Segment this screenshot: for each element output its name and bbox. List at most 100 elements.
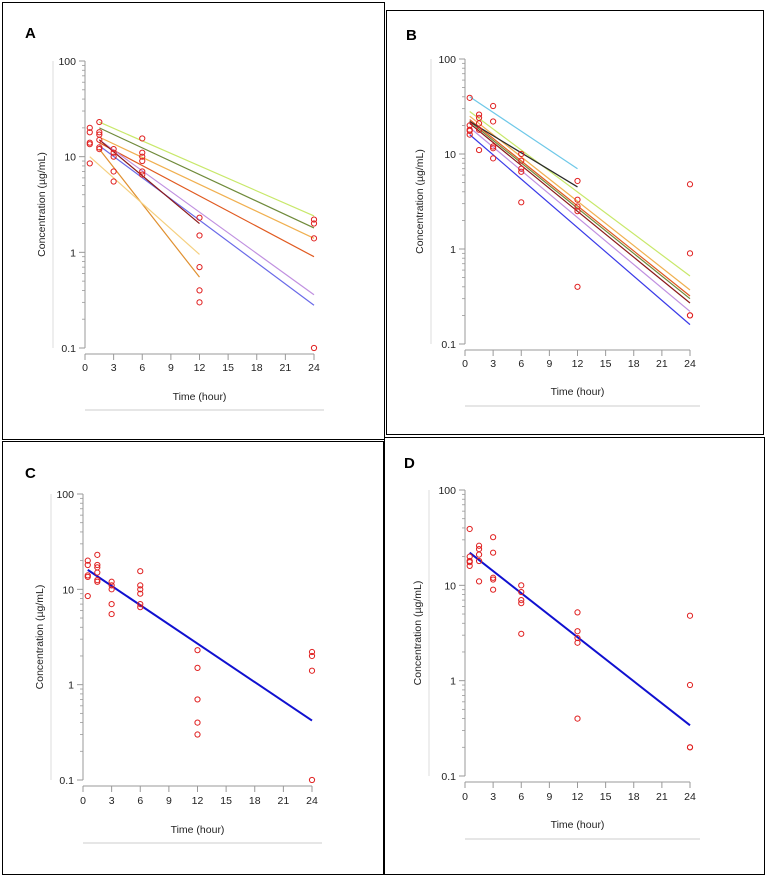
data-point bbox=[475, 542, 483, 549]
data-point bbox=[475, 557, 483, 565]
data-point bbox=[518, 582, 525, 589]
y-axis-title: Concentration (µg/mL) bbox=[414, 149, 426, 254]
x-tick-label: 9 bbox=[546, 791, 552, 803]
fit-8-line bbox=[98, 148, 200, 278]
data-point bbox=[518, 165, 525, 172]
data-point bbox=[490, 586, 497, 593]
data-point bbox=[475, 120, 483, 127]
data-point bbox=[518, 597, 525, 604]
data-point bbox=[196, 299, 203, 306]
fit-2-line bbox=[469, 111, 691, 277]
data-point bbox=[518, 168, 525, 175]
fit-9-line bbox=[89, 156, 200, 255]
data-point bbox=[475, 578, 483, 585]
data-point bbox=[466, 562, 473, 569]
x-tick-label: 12 bbox=[192, 795, 204, 807]
data-point bbox=[108, 610, 115, 618]
x-tick-label: 21 bbox=[656, 358, 668, 370]
x-tick-label: 12 bbox=[194, 362, 206, 374]
x-tick-label: 21 bbox=[278, 795, 290, 807]
data-point bbox=[94, 561, 101, 569]
population-fit-line bbox=[87, 569, 313, 722]
data-point bbox=[490, 534, 497, 541]
data-point bbox=[137, 590, 144, 597]
data-point bbox=[490, 549, 497, 556]
data-point bbox=[518, 630, 525, 637]
data-point bbox=[110, 145, 117, 153]
data-point bbox=[518, 199, 525, 206]
data-point bbox=[139, 149, 146, 156]
data-point bbox=[574, 203, 581, 210]
x-tick-label: 18 bbox=[628, 791, 640, 803]
data-point bbox=[108, 582, 115, 589]
data-point bbox=[574, 283, 581, 290]
data-point bbox=[310, 344, 318, 352]
fit-1-line bbox=[469, 96, 578, 170]
y-tick-label: 1 bbox=[70, 247, 76, 259]
data-point bbox=[96, 136, 103, 143]
data-point bbox=[137, 604, 144, 611]
data-point bbox=[490, 574, 497, 581]
data-point bbox=[574, 196, 581, 203]
y-axis-title: Concentration (µg/mL) bbox=[34, 585, 46, 690]
x-tick-label: 9 bbox=[546, 358, 552, 370]
x-tick-label: 9 bbox=[168, 362, 174, 374]
data-point bbox=[196, 287, 203, 294]
x-tick-label: 0 bbox=[462, 791, 468, 803]
data-point bbox=[686, 181, 694, 188]
panel-label: A bbox=[25, 25, 36, 42]
data-point bbox=[686, 612, 694, 619]
x-axis-title: Time (hour) bbox=[551, 386, 605, 398]
data-point bbox=[96, 144, 103, 151]
data-point bbox=[108, 601, 115, 608]
data-point bbox=[308, 667, 316, 674]
panel-d: D 0.1 1 10 100 0 3 6 9 12 15 18 21 24 Time (hour) Conc… bbox=[384, 437, 765, 875]
fit-5-line bbox=[98, 139, 315, 296]
panel-label: C bbox=[25, 465, 36, 482]
data-point bbox=[308, 652, 316, 660]
data-point bbox=[308, 776, 316, 784]
y-axis-title: Concentration (µg/mL) bbox=[36, 152, 48, 257]
data-point bbox=[574, 634, 581, 642]
chart-svg: 0.1 1 10 100 0 3 6 9 12 15 18 21 24 Time (hour) Concen… bbox=[36, 56, 324, 411]
fit-4-line bbox=[99, 142, 315, 258]
x-tick-label: 21 bbox=[656, 791, 668, 803]
x-tick-label: 6 bbox=[518, 358, 524, 370]
data-point bbox=[574, 628, 581, 635]
data-point bbox=[518, 150, 525, 158]
x-tick-label: 24 bbox=[306, 795, 318, 807]
y-tick-label: 1 bbox=[68, 680, 74, 692]
data-point bbox=[686, 250, 694, 257]
data-point bbox=[518, 588, 525, 596]
chart-svg: 0.1 1 10 100 0 3 6 9 12 15 18 21 24 Time (hour) Concen… bbox=[412, 485, 700, 840]
data-point bbox=[139, 157, 146, 165]
x-tick-label: 24 bbox=[684, 791, 696, 803]
x-tick-label: 18 bbox=[628, 358, 640, 370]
x-tick-label: 6 bbox=[518, 791, 524, 803]
x-tick-label: 15 bbox=[222, 362, 234, 374]
data-point bbox=[94, 569, 101, 576]
x-tick-label: 15 bbox=[600, 791, 612, 803]
data-point bbox=[490, 143, 497, 150]
data-point bbox=[310, 220, 318, 227]
x-tick-label: 24 bbox=[308, 362, 320, 374]
data-point bbox=[108, 586, 115, 593]
data-point bbox=[310, 235, 318, 242]
data-point bbox=[466, 127, 473, 135]
data-point bbox=[475, 551, 483, 558]
data-point bbox=[475, 146, 483, 154]
data-point bbox=[518, 157, 525, 164]
x-tick-label: 3 bbox=[490, 791, 496, 803]
data-point bbox=[466, 525, 473, 533]
y-axis-title: Concentration (µg/mL) bbox=[412, 581, 424, 686]
x-tick-label: 0 bbox=[462, 358, 468, 370]
y-tick-label: 1 bbox=[450, 676, 456, 688]
panel-a: A 0.1 1 10 100 0 3 6 9 12 15 18 21 24 Time (hour) Conc… bbox=[2, 2, 385, 440]
x-axis-title: Time (hour) bbox=[551, 819, 605, 831]
y-tick-label: 0.1 bbox=[441, 771, 456, 783]
y-tick-label: 10 bbox=[62, 584, 74, 596]
y-tick-label: 0.1 bbox=[61, 343, 76, 355]
y-tick-label: 1 bbox=[450, 244, 456, 256]
x-tick-label: 15 bbox=[220, 795, 232, 807]
data-point bbox=[137, 568, 144, 575]
